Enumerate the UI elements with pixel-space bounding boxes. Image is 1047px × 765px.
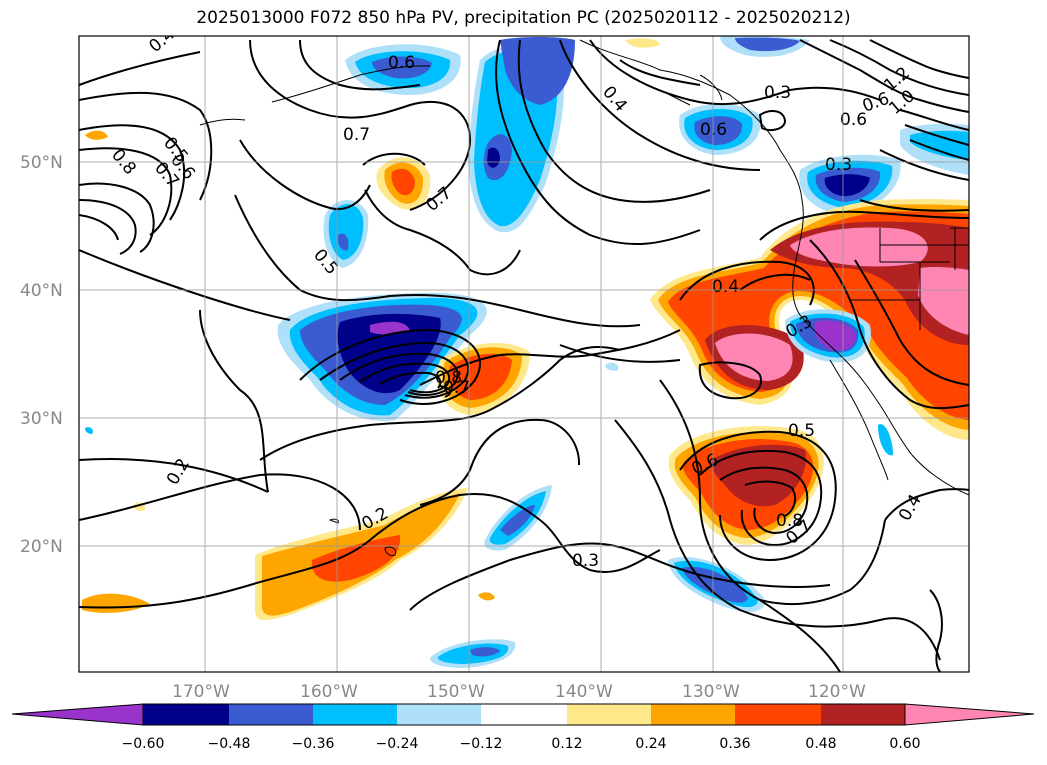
- precip-positive-region: [715, 333, 793, 381]
- lat-label: 20°N: [20, 537, 63, 557]
- colorbar-tick-label: 0.24: [635, 736, 666, 752]
- precip-positive-region: [918, 267, 969, 335]
- pv-contours: [79, 39, 969, 672]
- contour-label: 0.3: [825, 155, 852, 175]
- precip-negative-region: [500, 505, 535, 536]
- contour-label: 0.6: [840, 110, 867, 130]
- contour-label: 0.4: [712, 277, 739, 297]
- precip-positive-region: [478, 592, 495, 601]
- lat-label: 50°N: [20, 153, 63, 173]
- lon-label: 160°W: [300, 682, 358, 702]
- precip-negative-region: [487, 147, 500, 168]
- map-title: 2025013000 F072 850 hPa PV, precipitatio…: [196, 8, 851, 28]
- precip-negative-region: [470, 647, 500, 657]
- colorbar-segment: [143, 704, 229, 725]
- contour-label: 0.8: [435, 368, 462, 388]
- precip-negative-region: [824, 174, 870, 197]
- colorbar-tick-label: 0.36: [719, 736, 750, 752]
- precip-negative-region: [814, 320, 856, 351]
- colorbar-max-arrow: [904, 703, 1035, 726]
- precip-negative-region: [694, 116, 743, 145]
- lon-label: 130°W: [682, 682, 740, 702]
- precip-positive-region: [85, 130, 108, 140]
- colorbar-tick-label: 0.12: [551, 736, 582, 752]
- contour-label: 0.3: [764, 83, 791, 103]
- colorbar-segment: [229, 704, 313, 725]
- colorbar-segment: [735, 704, 821, 725]
- colorbar-tick-label: 0.60: [889, 736, 920, 752]
- colorbar-tick-label: −0.24: [376, 736, 419, 752]
- contour-label: 0.7: [343, 125, 370, 145]
- contour-label: 0.7: [443, 378, 470, 398]
- map-frame: [78, 35, 970, 673]
- precip-negative-region: [605, 362, 619, 371]
- precip-negative-region: [85, 427, 93, 434]
- contour-label: 0.6: [388, 53, 415, 73]
- lon-label: 120°W: [808, 682, 866, 702]
- lon-label: 170°W: [172, 682, 230, 702]
- precip-negative-region: [878, 424, 893, 456]
- colorbar-segment: [397, 704, 481, 725]
- colorbar: −0.60 −0.48 −0.36 −0.24 −0.12 0.12 0.24 …: [11, 703, 1035, 752]
- precip-positive-region: [625, 38, 660, 48]
- precip-negative-region: [483, 37, 575, 181]
- lon-label: 150°W: [427, 682, 485, 702]
- contour-label: 0.3: [572, 551, 599, 571]
- lat-label: 40°N: [20, 281, 63, 301]
- lon-label: 140°W: [555, 682, 613, 702]
- colorbar-min-arrow: [11, 703, 144, 726]
- colorbar-segment: [567, 704, 651, 725]
- coastline: [199, 39, 969, 556]
- colorbar-segment: [821, 704, 905, 725]
- precip-negative-region: [735, 37, 800, 52]
- colorbar-tick-label: −0.12: [460, 736, 503, 752]
- precip-negative-region: [910, 130, 969, 160]
- colorbar-segment: [313, 704, 397, 725]
- colorbar-tick-label: −0.36: [292, 736, 335, 752]
- precip-positive-region: [711, 444, 806, 507]
- lat-label: 30°N: [20, 409, 63, 429]
- contour-label: 0.6: [700, 120, 727, 140]
- colorbar-segment: [481, 704, 567, 725]
- contour-label: 0.5: [788, 421, 815, 441]
- gridlines: [79, 36, 969, 672]
- colorbar-tick-label: 0.48: [805, 736, 836, 752]
- colorbar-segment: [651, 704, 735, 725]
- contour-label: 0.8: [776, 511, 803, 531]
- precip-negative-region: [337, 233, 349, 251]
- precip-positive-region: [391, 168, 415, 196]
- precip-positive-region: [311, 535, 401, 582]
- colorbar-tick-label: −0.60: [122, 736, 165, 752]
- colorbar-tick-label: −0.48: [208, 736, 251, 752]
